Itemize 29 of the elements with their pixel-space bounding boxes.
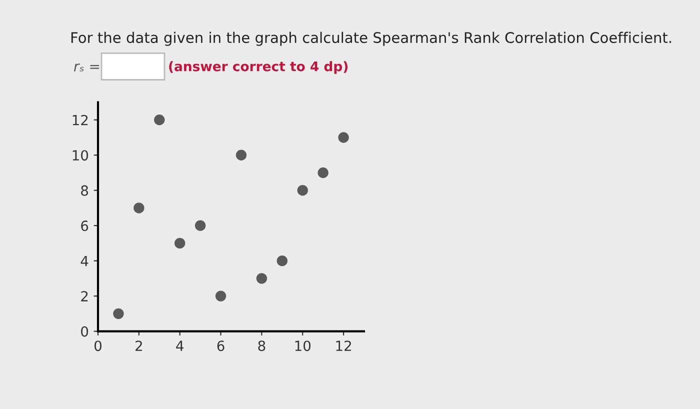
x-tick-label: 4 — [176, 340, 184, 351]
chart-title: For the data given in the graph calculate Spearman's Rank Correlation Coefficient. — [71, 32, 672, 46]
x-tick-label: 0 — [94, 340, 102, 352]
text: (answer correct to 4 dp) — [169, 61, 348, 74]
x-tick-label: 12 — [336, 340, 351, 351]
x-tick-label: 8 — [258, 340, 266, 352]
point — [154, 114, 165, 126]
x-tick-label: 10 — [295, 340, 311, 352]
point — [256, 273, 268, 284]
x-tick-label: 6 — [217, 340, 224, 352]
point — [318, 167, 328, 178]
y-tick-label: 10 — [72, 150, 88, 161]
point — [134, 202, 144, 214]
y-tick-label: 6 — [81, 220, 88, 232]
point — [174, 238, 186, 249]
point — [297, 184, 308, 196]
text: rₛ = — [74, 64, 99, 72]
point — [113, 308, 124, 320]
y-tick-label: 8 — [81, 185, 88, 196]
y-tick-label: 2 — [81, 291, 88, 302]
point — [338, 132, 349, 143]
y-tick-label: 12 — [72, 114, 88, 126]
point — [194, 220, 206, 231]
point — [215, 290, 226, 302]
y-tick-label: 4 — [80, 256, 88, 266]
point — [276, 255, 288, 266]
y-tick-label: 0 — [81, 326, 88, 337]
point — [236, 150, 247, 160]
x-tick-label: 2 — [136, 340, 142, 351]
